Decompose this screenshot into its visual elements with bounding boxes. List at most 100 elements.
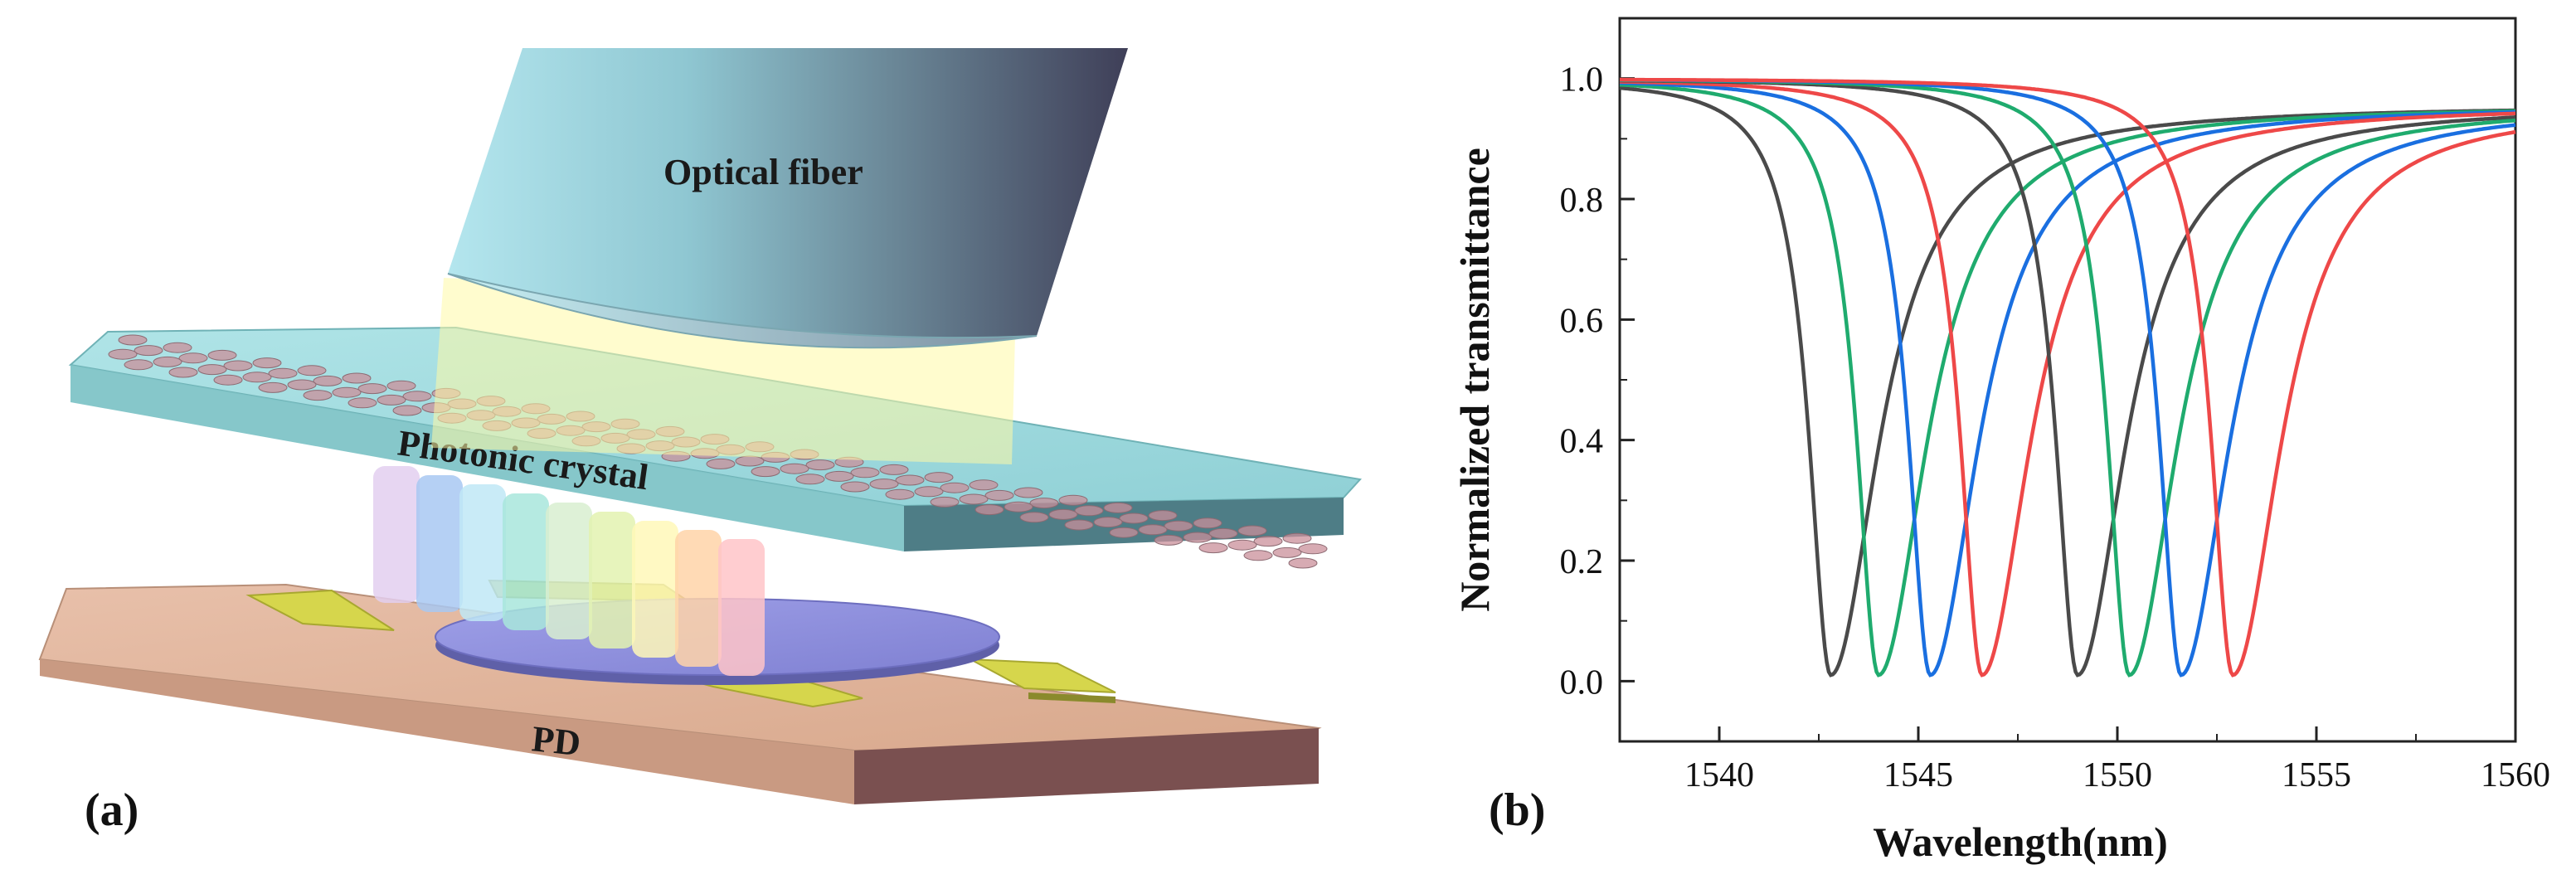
y-axis-label: Normalized transmittance [1451, 148, 1498, 612]
pd-side-face [854, 728, 1319, 804]
y-axis: 0.0 0.2 0.4 0.6 0.8 1.0 [1560, 17, 1635, 742]
air-hole [1029, 498, 1059, 509]
spectrum-block [503, 493, 549, 630]
y-tick-label: 0.0 [1560, 663, 1604, 702]
air-hole [1154, 534, 1184, 546]
air-hole [357, 383, 387, 395]
air-hole [1004, 501, 1033, 513]
air-hole [197, 364, 227, 376]
slab-front-face [70, 365, 904, 551]
air-hole [1164, 520, 1193, 532]
air-hole [108, 348, 138, 360]
air-hole [805, 459, 835, 471]
air-hole [1109, 527, 1139, 538]
electrode [1028, 692, 1115, 703]
y-tick-label: 0.4 [1560, 423, 1604, 461]
air-hole [118, 334, 148, 346]
x-tick-label: 1560 [2481, 756, 2550, 794]
air-hole [735, 455, 765, 467]
optical-fiber: Optical fiber [447, 48, 1128, 349]
air-hole [342, 372, 372, 384]
air-hole [313, 375, 343, 386]
air-hole [268, 367, 298, 379]
air-hole [1288, 557, 1318, 569]
air-hole [1183, 532, 1213, 543]
air-hole [751, 466, 780, 478]
air-hole [1272, 547, 1302, 558]
air-hole [879, 464, 909, 475]
air-hole [332, 386, 362, 398]
transmittance-chart: 1540 1545 1550 1555 1560 0.00.20.40.60.81.0 … [1451, 17, 2550, 865]
x-tick-label: 1550 [2083, 756, 2152, 794]
air-hole [178, 352, 208, 364]
air-hole [124, 359, 153, 371]
air-hole [930, 496, 960, 508]
spectrum-block [675, 530, 722, 667]
fiber-label: Optical fiber [663, 152, 863, 192]
air-hole [706, 458, 736, 469]
air-hole-lattice [108, 334, 1328, 569]
fiber-body [448, 48, 1128, 348]
panel-a: PD Photonic crystal Optical fiber (a) [38, 48, 1362, 836]
electrode [970, 658, 1116, 693]
air-hole [975, 504, 1004, 516]
air-hole [824, 470, 854, 482]
spectrum-block [416, 475, 463, 612]
air-hole [895, 474, 925, 486]
series-line-dip1-green [1619, 83, 2515, 678]
air-hole [1298, 543, 1328, 555]
series-line-dip2-red [1620, 77, 2516, 678]
x-tick-label: 1545 [1883, 756, 1953, 794]
air-hole [969, 479, 999, 491]
air-hole [840, 481, 870, 493]
air-hole [1048, 508, 1078, 520]
air-hole [1093, 517, 1123, 528]
x-tick-label: 1540 [1684, 756, 1754, 794]
series-line-dip1-red [1620, 80, 2515, 678]
air-hole [1013, 487, 1043, 498]
air-hole [1243, 550, 1273, 561]
spectrum-block [546, 503, 592, 639]
x-axis: 1540 1545 1550 1555 1560 [1619, 726, 2550, 794]
air-hole [207, 349, 237, 361]
spectrum-block [459, 484, 506, 621]
series-line-dip1-blue [1620, 80, 2516, 678]
air-hole [959, 493, 989, 505]
pd-label: PD [530, 718, 582, 764]
air-hole [303, 390, 333, 401]
spectral-filter-array [373, 466, 765, 676]
air-hole [213, 374, 243, 386]
x-axis-label: Wavelength(nm) [1873, 819, 2168, 865]
air-hole [402, 391, 432, 402]
air-hole [1208, 527, 1238, 539]
air-hole [386, 380, 416, 391]
x-tick-label: 1555 [2282, 756, 2351, 794]
air-hole [795, 474, 825, 485]
air-hole [134, 345, 163, 357]
air-hole [163, 342, 192, 353]
y-tick-label: 1.0 [1560, 61, 1604, 100]
air-hole [1119, 513, 1149, 524]
panel-a-label: (a) [85, 785, 139, 836]
air-hole [1148, 510, 1178, 522]
air-hole [1198, 542, 1228, 554]
air-hole [252, 357, 282, 369]
panel-b-label: (b) [1489, 785, 1545, 836]
spectrum-block [718, 539, 765, 676]
air-hole [223, 360, 253, 372]
air-hole [287, 379, 317, 391]
y-tick-label: 0.8 [1560, 182, 1604, 220]
air-hole [392, 405, 422, 416]
air-hole [1074, 505, 1104, 517]
air-hole [850, 467, 880, 479]
air-hole [258, 381, 288, 393]
air-hole [1227, 539, 1257, 551]
air-hole [885, 488, 915, 500]
air-hole [1193, 517, 1222, 529]
air-hole [924, 472, 954, 483]
series-group [1619, 77, 2516, 678]
electrode [245, 589, 395, 631]
air-hole [984, 489, 1014, 501]
spectrum-block [632, 521, 678, 658]
